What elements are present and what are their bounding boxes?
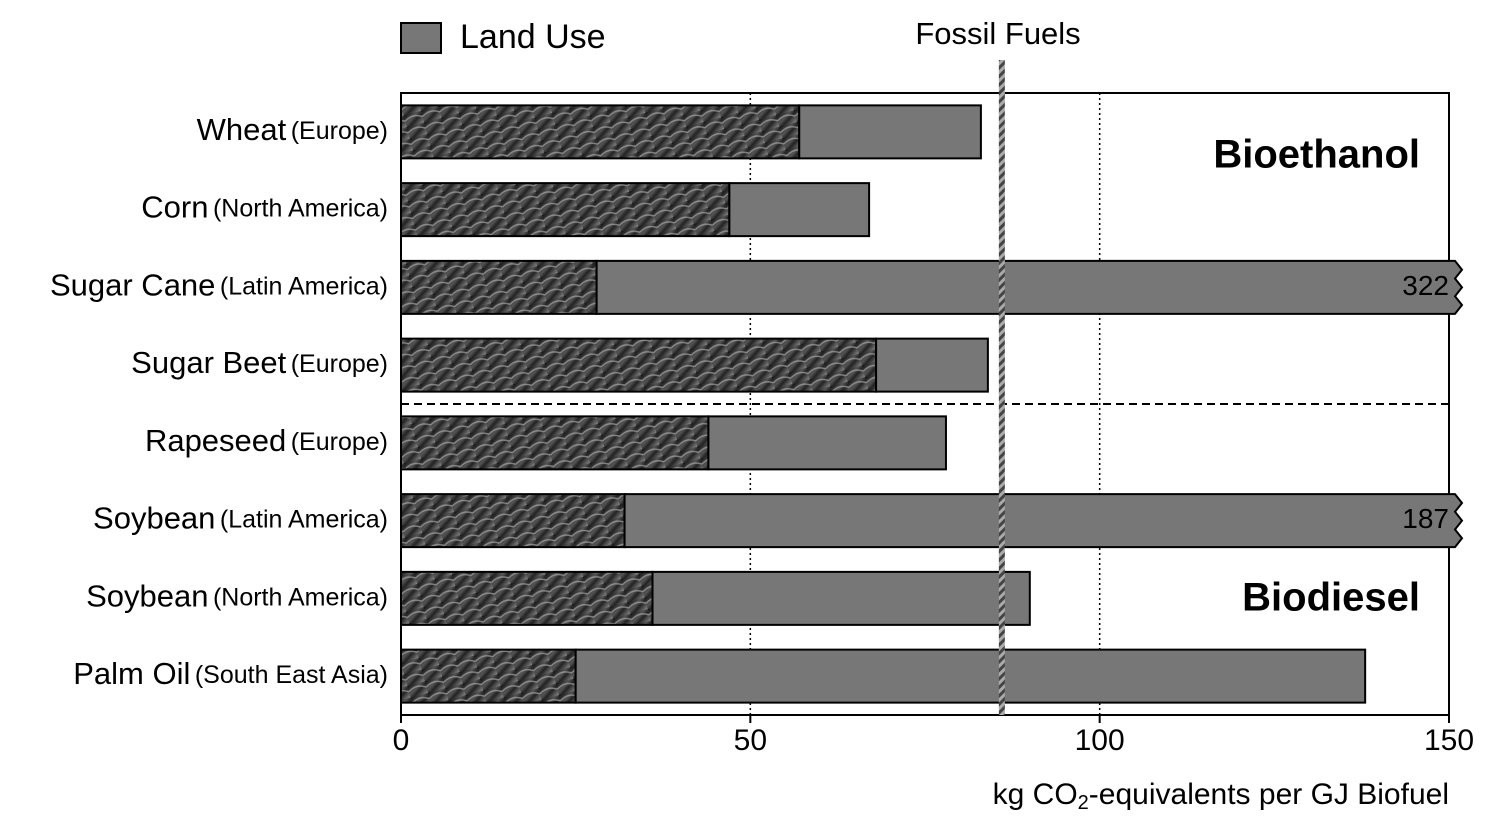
category-label: Soybean (North America) — [86, 579, 388, 614]
category-name: Palm Oil — [73, 656, 190, 691]
bar-segment-image — [400, 570, 654, 626]
bar-segment-image — [400, 415, 710, 471]
category-label: Rapeseed (Europe) — [145, 423, 388, 458]
bar-segment-image — [400, 104, 801, 160]
category-label: Sugar Beet (Europe) — [131, 345, 388, 380]
group-label: Biodiesel — [1242, 576, 1420, 620]
category-label: Wheat (Europe) — [197, 112, 388, 147]
category-name: Corn — [141, 190, 208, 225]
category-name: Rapeseed — [145, 423, 286, 458]
category-region: (Europe) — [291, 427, 388, 455]
category-region: (Latin America) — [220, 505, 388, 533]
category-label: Soybean (Latin America) — [93, 501, 388, 536]
category-region: (Europe) — [291, 350, 388, 378]
category-region: (Europe) — [291, 116, 388, 144]
bar-segment — [623, 493, 1464, 549]
bar-segment — [875, 337, 989, 393]
bar-segment — [651, 570, 1031, 626]
category-name: Sugar Cane — [50, 268, 215, 303]
bar-segment — [574, 648, 1367, 704]
legend-swatch — [400, 22, 442, 54]
reference-line — [998, 60, 1005, 715]
x-tick-label: 150 — [1424, 724, 1474, 757]
bar-segment-image — [400, 493, 626, 549]
bar-segment-image — [400, 648, 577, 704]
bar-segment — [595, 259, 1464, 315]
x-tick-label: 50 — [734, 724, 767, 757]
legend-label: Land Use — [460, 18, 606, 56]
bar-segment — [707, 415, 947, 471]
x-tick-label: 100 — [1075, 724, 1125, 757]
bar-segment-image — [400, 337, 878, 393]
category-name: Soybean — [86, 579, 208, 614]
category-region: (North America) — [213, 583, 388, 611]
category-name: Soybean — [93, 501, 215, 536]
category-name: Wheat — [197, 112, 287, 147]
total-label: 322 — [1402, 270, 1449, 301]
x-axis-label: kg CO2-equivalents per GJ Biofuel — [993, 778, 1449, 814]
reference-label: Fossil Fuels — [915, 16, 1080, 51]
category-region: (South East Asia) — [195, 661, 388, 689]
group-label: Bioethanol — [1213, 133, 1420, 177]
total-label: 187 — [1402, 503, 1449, 534]
category-region: (North America) — [213, 194, 388, 222]
bar-segment-image — [400, 259, 598, 315]
category-label: Corn (North America) — [141, 190, 388, 225]
category-name: Sugar Beet — [131, 345, 286, 380]
bar-segment — [728, 182, 871, 238]
category-region: (Latin America) — [220, 272, 388, 300]
category-label: Sugar Cane (Latin America) — [50, 268, 388, 303]
category-label: Palm Oil (South East Asia) — [73, 656, 388, 691]
bar-segment — [798, 104, 982, 160]
bar-segment-image — [400, 182, 731, 238]
x-tick-label: 0 — [393, 724, 410, 757]
